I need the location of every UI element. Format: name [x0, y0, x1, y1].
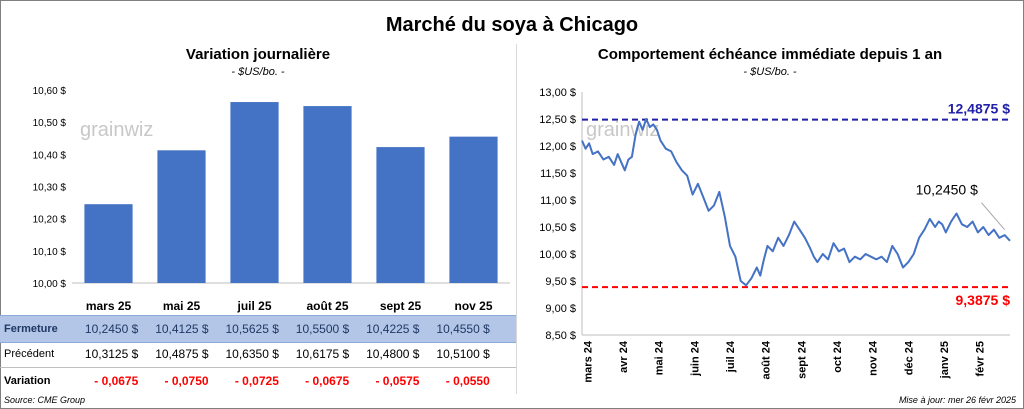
- x-tick-label: déc 24: [903, 340, 915, 375]
- x-tick-label: août 25: [306, 299, 348, 313]
- variation-cell: - 0,0550: [445, 374, 490, 388]
- y-tick-label: 8,50 $: [545, 330, 576, 342]
- row-label-variation: Variation: [4, 375, 51, 387]
- y-tick-label: 10,50 $: [539, 222, 576, 234]
- close-cell: 10,4550 $: [436, 322, 490, 336]
- price-series-line: [581, 118, 1011, 287]
- x-tick-label: août 24: [761, 340, 773, 379]
- previous-cell: 10,5100 $: [436, 347, 490, 361]
- variation-cell: - 0,0750: [164, 374, 209, 388]
- high-label: 12,4875 $: [948, 101, 1010, 117]
- y-tick-label: 10,60 $: [33, 86, 67, 97]
- bar: [449, 136, 498, 283]
- source-note: Source: CME Group: [4, 395, 86, 405]
- previous-cell: 10,3125 $: [84, 347, 139, 361]
- table-row-previous: Précédent 10,3125 $ 10,4875 $ 10,6350 $ …: [0, 341, 516, 368]
- bar: [376, 147, 425, 283]
- bar-chart: grainwiz 10,00 $ 10,10 $ 10,20 $ 10,30 $ 10,4…: [33, 86, 510, 313]
- x-tick-label: juil 25: [236, 299, 271, 313]
- main-title: Marché du soya à Chicago: [385, 14, 639, 36]
- y-tick-label: 12,00 $: [539, 141, 576, 153]
- x-tick-label: mars 25: [86, 299, 132, 313]
- x-tick-label: nov 25: [454, 299, 492, 313]
- previous-cell: 10,6350 $: [225, 347, 279, 361]
- y-tick-label: 10,10 $: [33, 247, 67, 258]
- update-note: Mise à jour: mer 26 févr 2025: [898, 395, 1016, 405]
- panel-divider: [516, 44, 517, 394]
- y-tick-label: 10,20 $: [33, 215, 67, 226]
- bar: [157, 150, 206, 283]
- variation-cell: - 0,0575: [375, 374, 420, 388]
- y-tick-label: 10,40 $: [33, 150, 67, 161]
- x-tick-label: mars 24: [582, 340, 594, 382]
- x-tick-label: sept 24: [796, 340, 808, 379]
- close-cell: 10,4125 $: [155, 322, 209, 336]
- close-cell: 10,5500 $: [295, 322, 350, 336]
- row-label-previous: Précédent: [4, 348, 55, 360]
- y-tick-label: 11,00 $: [540, 195, 576, 207]
- y-tick-label: 10,50 $: [33, 118, 67, 129]
- last-value-label: 10,2450 $: [916, 182, 978, 198]
- x-tick-label: mai 24: [654, 340, 666, 375]
- table-row-variation: Variation - 0,0675 - 0,0750 - 0,0725 - 0…: [0, 368, 516, 394]
- y-tick-label: 9,50 $: [545, 276, 576, 288]
- y-tick-label: 10,30 $: [33, 183, 67, 194]
- x-tick-label: avr 24: [618, 340, 630, 373]
- x-tick-label: juin 24: [689, 340, 701, 377]
- last-value-leader: [981, 202, 1006, 231]
- close-cell: 10,5625 $: [225, 322, 279, 336]
- low-label: 9,3875 $: [956, 292, 1011, 308]
- y-tick-label: 9,00 $: [545, 303, 576, 315]
- bar-chart-unit: - $US/bo. -: [231, 66, 285, 78]
- y-tick-label: 11,50 $: [540, 168, 576, 180]
- y-tick-label: 12,50 $: [539, 114, 576, 126]
- bar: [303, 106, 352, 283]
- row-label-close: Fermeture: [4, 323, 58, 335]
- y-tick-label: 13,00 $: [539, 87, 576, 99]
- x-tick-label: oct 24: [832, 340, 844, 373]
- x-tick-label: févr 25: [975, 341, 987, 376]
- bar: [230, 102, 279, 283]
- line-chart-title: Comportement échéance immédiate depuis 1…: [597, 46, 943, 63]
- y-tick-label: 10,00 $: [539, 249, 576, 261]
- y-tick-label: 10,00 $: [33, 279, 67, 290]
- close-cell: 10,2450 $: [84, 322, 139, 336]
- variation-cell: - 0,0725: [234, 374, 279, 388]
- variation-cell: - 0,0675: [305, 374, 350, 388]
- bar-chart-title: Variation journalière: [185, 46, 331, 63]
- x-tick-label: nov 24: [868, 340, 880, 376]
- previous-cell: 10,4875 $: [155, 347, 209, 361]
- close-cell: 10,4225 $: [366, 322, 420, 336]
- variation-cell: - 0,0675: [94, 374, 139, 388]
- previous-cell: 10,6175 $: [295, 347, 350, 361]
- watermark: grainwiz: [80, 119, 153, 141]
- previous-cell: 10,4800 $: [366, 347, 420, 361]
- x-tick-label: janv 25: [939, 341, 951, 379]
- line-chart-unit: - $US/bo. -: [743, 66, 797, 78]
- bar: [84, 204, 133, 283]
- x-tick-label: mai 25: [163, 299, 201, 313]
- table-row-close: Fermeture 10,2450 $ 10,4125 $ 10,5625 $ …: [0, 315, 516, 343]
- x-tick-label: sept 25: [380, 299, 422, 313]
- x-tick-label: juil 24: [725, 340, 737, 373]
